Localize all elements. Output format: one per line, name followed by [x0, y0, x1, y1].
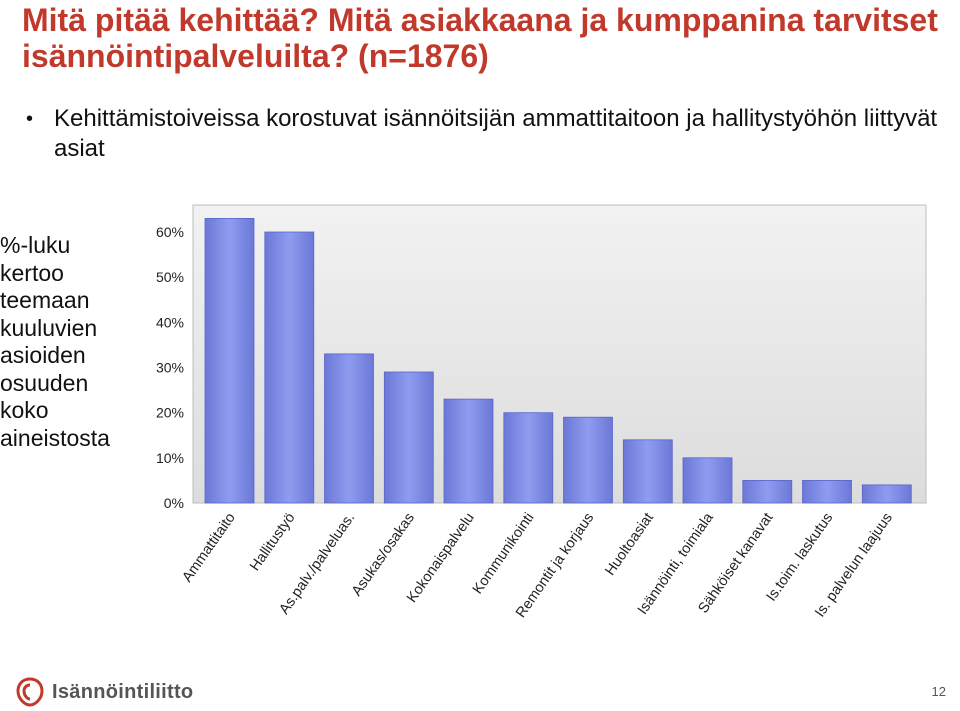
bullet-point: • Kehittämistoiveissa korostuvat isännöi…	[22, 104, 942, 164]
x-tick-label: Hallitustyö	[247, 510, 298, 574]
bar	[682, 457, 733, 504]
x-tick-label: Kommunikointi	[470, 510, 538, 597]
bar	[204, 217, 255, 504]
logo: Isännöintiliitto	[16, 676, 246, 708]
bullet-dot-icon: •	[26, 108, 34, 130]
y-tick-label: 50%	[156, 269, 184, 285]
x-tick-label: Is.toim. laskutus	[764, 510, 837, 604]
bar	[802, 479, 852, 504]
plot-area	[192, 204, 927, 504]
x-tick-label: Ammattitaito	[179, 510, 238, 585]
bar	[324, 353, 374, 504]
bar	[861, 484, 912, 504]
bar-chart: 0% 10% 20% 30% 40% 50% 60% Ammattitaito Hallitu…	[156, 204, 927, 621]
side-note: %-luku kertoo teemaan kuuluvien asioiden…	[0, 232, 110, 451]
bar	[383, 371, 434, 504]
x-tick-label: Asukas/osakas	[349, 510, 418, 599]
bar	[563, 416, 613, 504]
y-tick-label: 30%	[156, 360, 184, 376]
y-tick-label: 60%	[156, 224, 184, 240]
bullet-text: Kehittämistoiveissa korostuvat isännöits…	[54, 105, 938, 162]
bar	[742, 479, 793, 504]
logo-text: Isännöintiliitto	[52, 680, 194, 703]
slide-title: Mitä pitää kehittää? Mitä asiakkaana ja …	[22, 2, 938, 74]
y-tick-label: 40%	[156, 314, 184, 330]
isannointiliitto-logo-icon	[16, 677, 44, 707]
bar	[264, 231, 315, 504]
x-tick-label: Huoltoasiat	[602, 510, 657, 579]
y-tick-label: 0%	[164, 495, 184, 511]
bar	[622, 439, 673, 504]
page-number: 12	[931, 684, 946, 699]
y-tick-label: 10%	[156, 450, 184, 466]
x-tick-label: Kokonaispalvelu	[404, 510, 478, 606]
bar	[503, 412, 554, 504]
y-tick-label: 20%	[156, 405, 184, 421]
bar	[443, 398, 494, 504]
